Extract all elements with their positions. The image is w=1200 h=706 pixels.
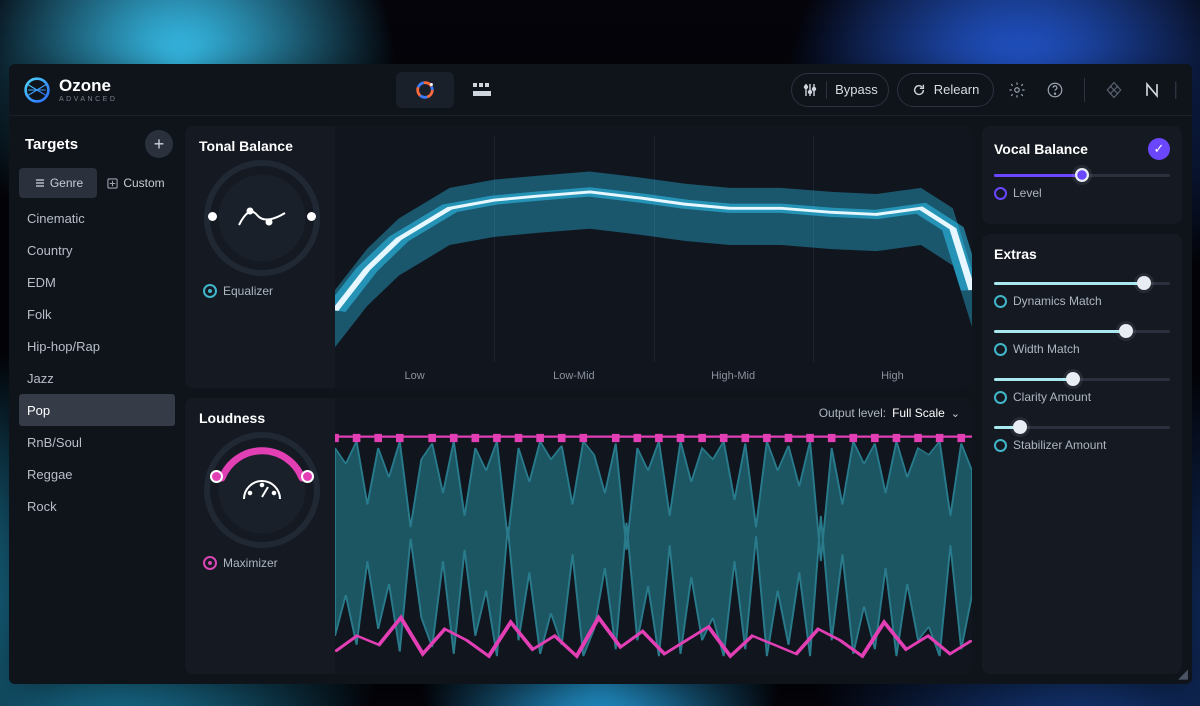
tonal-balance-display[interactable]: LowLow-MidHigh-MidHigh xyxy=(335,126,972,388)
genre-item[interactable]: Pop xyxy=(19,394,175,426)
extras-slider[interactable] xyxy=(994,420,1170,434)
resize-handle-icon[interactable]: ◢ xyxy=(1178,666,1188,682)
tonal-balance-title: Tonal Balance xyxy=(199,138,325,154)
help-button[interactable] xyxy=(1040,75,1070,105)
settings-button[interactable] xyxy=(1002,75,1032,105)
genre-item[interactable]: EDM xyxy=(19,266,175,298)
relearn-icon xyxy=(912,83,926,97)
list-icon xyxy=(33,178,45,188)
band-label: Low xyxy=(335,370,494,382)
extras-slider-label: Dynamics Match xyxy=(994,294,1170,308)
vocal-balance-toggle[interactable]: ✓ xyxy=(1148,138,1170,160)
product-name: Ozone xyxy=(59,77,117,94)
relearn-button[interactable]: Relearn xyxy=(897,73,995,107)
title-bar-right: Bypass Relearn xyxy=(791,73,1178,107)
power-ring-icon xyxy=(994,391,1007,404)
loudness-display[interactable]: Output level: Full Scale ⌄ xyxy=(335,398,972,674)
add-target-button[interactable]: + xyxy=(145,130,173,158)
diamond-icon xyxy=(1104,80,1124,100)
band-label: High xyxy=(813,370,972,382)
app-window: Ozone ADVANCED xyxy=(9,64,1192,684)
genre-item[interactable]: Cinematic xyxy=(19,202,175,234)
plus-box-icon xyxy=(107,178,118,189)
loudness-title: Loudness xyxy=(199,410,325,426)
genre-item[interactable]: Reggae xyxy=(19,458,175,490)
right-column: Vocal Balance ✓ Level Extras xyxy=(982,126,1182,674)
io-bypass-group: Bypass xyxy=(791,73,889,107)
io-icon[interactable] xyxy=(802,82,818,98)
tab-custom[interactable]: Custom xyxy=(97,168,175,198)
genre-item[interactable]: Hip-hop/Rap xyxy=(19,330,175,362)
native-link-icon[interactable] xyxy=(1137,75,1167,105)
izotope-link-icon[interactable] xyxy=(1099,75,1129,105)
body: Targets + Genre Custom CinematicCountryE… xyxy=(9,116,1192,684)
extras-title: Extras xyxy=(994,246,1037,262)
tonal-balance-panel: Tonal Balance xyxy=(185,126,972,388)
gear-icon xyxy=(1008,81,1026,99)
genre-item[interactable]: Jazz xyxy=(19,362,175,394)
extras-card: Extras Dynamics Match Width Match xyxy=(982,234,1182,674)
vocal-level-slider[interactable] xyxy=(994,168,1170,182)
tab-genre[interactable]: Genre xyxy=(19,168,97,198)
equalizer-dial[interactable] xyxy=(210,166,314,270)
assistant-icon xyxy=(414,79,436,101)
power-ring-icon xyxy=(203,284,217,298)
vocal-level-label: Level xyxy=(994,186,1170,200)
genre-item[interactable]: Country xyxy=(19,234,175,266)
targets-sidebar: Targets + Genre Custom CinematicCountryE… xyxy=(19,126,175,674)
power-ring-icon xyxy=(994,187,1007,200)
modules-mode-button[interactable] xyxy=(454,72,512,108)
vocal-balance-title: Vocal Balance xyxy=(994,141,1088,157)
band-label: High-Mid xyxy=(654,370,813,382)
targets-title: Targets xyxy=(25,136,78,153)
power-ring-icon xyxy=(994,343,1007,356)
loudness-panel: Loudness xyxy=(185,398,972,674)
genre-list: CinematicCountryEDMFolkHip-hop/RapJazzPo… xyxy=(19,202,175,522)
bypass-button[interactable]: Bypass xyxy=(835,82,878,97)
vocal-balance-card: Vocal Balance ✓ Level xyxy=(982,126,1182,224)
product-edition: ADVANCED xyxy=(59,96,117,103)
maximizer-dial[interactable] xyxy=(210,438,314,542)
gauge-icon xyxy=(210,438,314,542)
genre-item[interactable]: Rock xyxy=(19,490,175,522)
extras-slider-label: Stabilizer Amount xyxy=(994,438,1170,452)
power-ring-icon xyxy=(994,439,1007,452)
power-ring-icon xyxy=(203,556,217,570)
genre-item[interactable]: Folk xyxy=(19,298,175,330)
eq-curve-icon xyxy=(210,166,314,270)
mode-switcher xyxy=(125,72,783,108)
target-tabs: Genre Custom xyxy=(19,168,175,198)
n-logo-icon xyxy=(1142,80,1162,100)
assistant-mode-button[interactable] xyxy=(396,72,454,108)
genre-item[interactable]: RnB/Soul xyxy=(19,426,175,458)
band-label: Low-Mid xyxy=(494,370,653,382)
modules-icon xyxy=(472,82,494,98)
extras-slider[interactable] xyxy=(994,276,1170,290)
power-ring-icon xyxy=(994,295,1007,308)
extras-slider-label: Clarity Amount xyxy=(994,390,1170,404)
extras-slider-label: Width Match xyxy=(994,342,1170,356)
title-bar: Ozone ADVANCED xyxy=(9,64,1192,116)
product-logo: Ozone ADVANCED xyxy=(23,76,117,104)
logo-icon xyxy=(23,76,51,104)
maximizer-module-link[interactable]: Maximizer xyxy=(203,556,325,570)
extras-slider[interactable] xyxy=(994,372,1170,386)
extras-slider[interactable] xyxy=(994,324,1170,338)
center-column: Tonal Balance xyxy=(185,126,972,674)
equalizer-module-link[interactable]: Equalizer xyxy=(203,284,325,298)
help-icon xyxy=(1046,81,1064,99)
